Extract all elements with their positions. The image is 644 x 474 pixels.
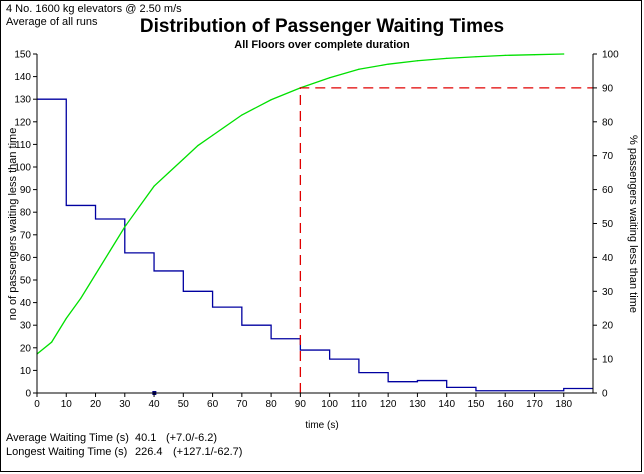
max-wait-label: Longest Waiting Time (s) <box>6 446 128 458</box>
x-tick-label: 110 <box>351 399 367 410</box>
chart-subtitle: All Floors over complete duration <box>234 39 410 51</box>
percent-point <box>358 68 360 70</box>
y-tick-label: 90 <box>20 185 32 196</box>
x-tick-label: 80 <box>266 399 278 410</box>
y2-tick-label: 100 <box>602 50 619 61</box>
percent-point <box>168 172 170 174</box>
ninety-percent-reference-line <box>299 87 593 393</box>
plot-area <box>37 54 593 393</box>
percent-point <box>80 297 82 299</box>
y2-tick-label: 80 <box>602 117 614 128</box>
y-tick-label: 20 <box>20 343 32 354</box>
percent-point <box>153 185 155 187</box>
percent-point <box>563 53 565 55</box>
avg-wait-range: (+7.0/-6.2) <box>166 432 218 444</box>
x-tick-label: 130 <box>409 399 426 410</box>
y2-tick-label: 10 <box>602 355 614 366</box>
count-step-line <box>37 98 593 392</box>
y2-axis-title: % passengers waiting less than time <box>627 135 639 313</box>
y-tick-label: 10 <box>20 366 32 377</box>
percent-point <box>197 144 199 147</box>
percent-point <box>65 317 67 320</box>
y-tick-label: 150 <box>14 50 31 61</box>
y-tick-label: 30 <box>20 321 32 332</box>
axes-layer: 0 10 20 30 40 50 60 70 80 90 100 110 120 130 140 150 160… <box>14 50 619 411</box>
y-tick-label: 60 <box>20 253 32 264</box>
percent-point <box>182 158 184 160</box>
x-axis-title: time (s) <box>305 420 338 431</box>
x-tick-label: 100 <box>321 399 338 410</box>
y-tick-label: 40 <box>20 298 32 309</box>
y-tick-label: 70 <box>20 230 32 241</box>
y2-tick-label: 90 <box>602 83 614 94</box>
percent-point <box>475 56 477 58</box>
percent-point <box>446 57 448 60</box>
percent-point <box>416 60 419 62</box>
x-tick-label: 50 <box>178 399 190 410</box>
x-tick-label: 0 <box>34 399 40 410</box>
percent-point <box>109 250 111 252</box>
x-tick-label: 120 <box>380 399 397 410</box>
y2-tick-label: 50 <box>602 219 614 230</box>
x-tick-label: 60 <box>207 399 219 410</box>
x-tick-label: 170 <box>526 399 543 410</box>
max-wait-range: (+127.1/-62.7) <box>173 446 243 458</box>
config-line: 4 No. 1600 kg elevators @ 2.50 m/s <box>6 3 182 15</box>
x-tick-label: 40 <box>148 399 160 410</box>
percent-point <box>270 99 272 101</box>
percent-point <box>329 77 331 79</box>
y2-tick-label: 0 <box>602 389 608 400</box>
series-layer <box>36 53 593 395</box>
y-tick-label: 80 <box>20 208 32 219</box>
avg-wait-value: 40.1 <box>135 432 157 444</box>
y2-tick-label: 70 <box>602 151 614 162</box>
x-tick-label: 180 <box>555 399 572 410</box>
percent-point <box>504 54 506 56</box>
x-tick-label: 90 <box>295 399 307 410</box>
x-tick-label: 70 <box>236 399 248 410</box>
y2-tick-label: 20 <box>602 321 614 332</box>
y-tick-label: 110 <box>15 140 31 151</box>
y-tick-label: 50 <box>20 276 32 287</box>
max-wait-value: 226.4 <box>135 446 163 458</box>
x-tick-label: 150 <box>468 399 485 410</box>
y-axis-title: no of passengers waiting less than time <box>7 128 19 321</box>
percent-point <box>94 273 97 275</box>
x-tick-label: 30 <box>119 399 131 410</box>
chart-title: Distribution of Passenger Waiting Times <box>139 16 505 37</box>
y2-tick-label: 40 <box>602 253 614 264</box>
percent-point <box>241 114 243 116</box>
y-tick-label: 120 <box>14 117 31 128</box>
percent-point <box>211 134 214 136</box>
y-tick-label: 100 <box>14 163 31 174</box>
y-tick-label: 130 <box>14 95 31 106</box>
x-tick-label: 160 <box>497 399 514 410</box>
y2-tick-label: 30 <box>602 287 614 298</box>
y-tick-label: 0 <box>25 389 31 400</box>
percent-point <box>124 226 126 228</box>
percent-point <box>51 341 53 343</box>
runs-line: Average of all runs <box>6 16 98 28</box>
x-tick-label: 10 <box>61 399 73 410</box>
plot-background <box>37 54 593 393</box>
x-tick-label: 20 <box>90 399 102 410</box>
x-tick-label: 140 <box>438 399 455 410</box>
y2-tick-label: 60 <box>602 185 614 196</box>
y-tick-label: 140 <box>14 72 31 83</box>
percent-point <box>138 205 141 208</box>
avg-wait-label: Average Waiting Time (s) <box>6 432 129 444</box>
percent-point <box>533 54 536 56</box>
percent-point <box>387 63 389 65</box>
